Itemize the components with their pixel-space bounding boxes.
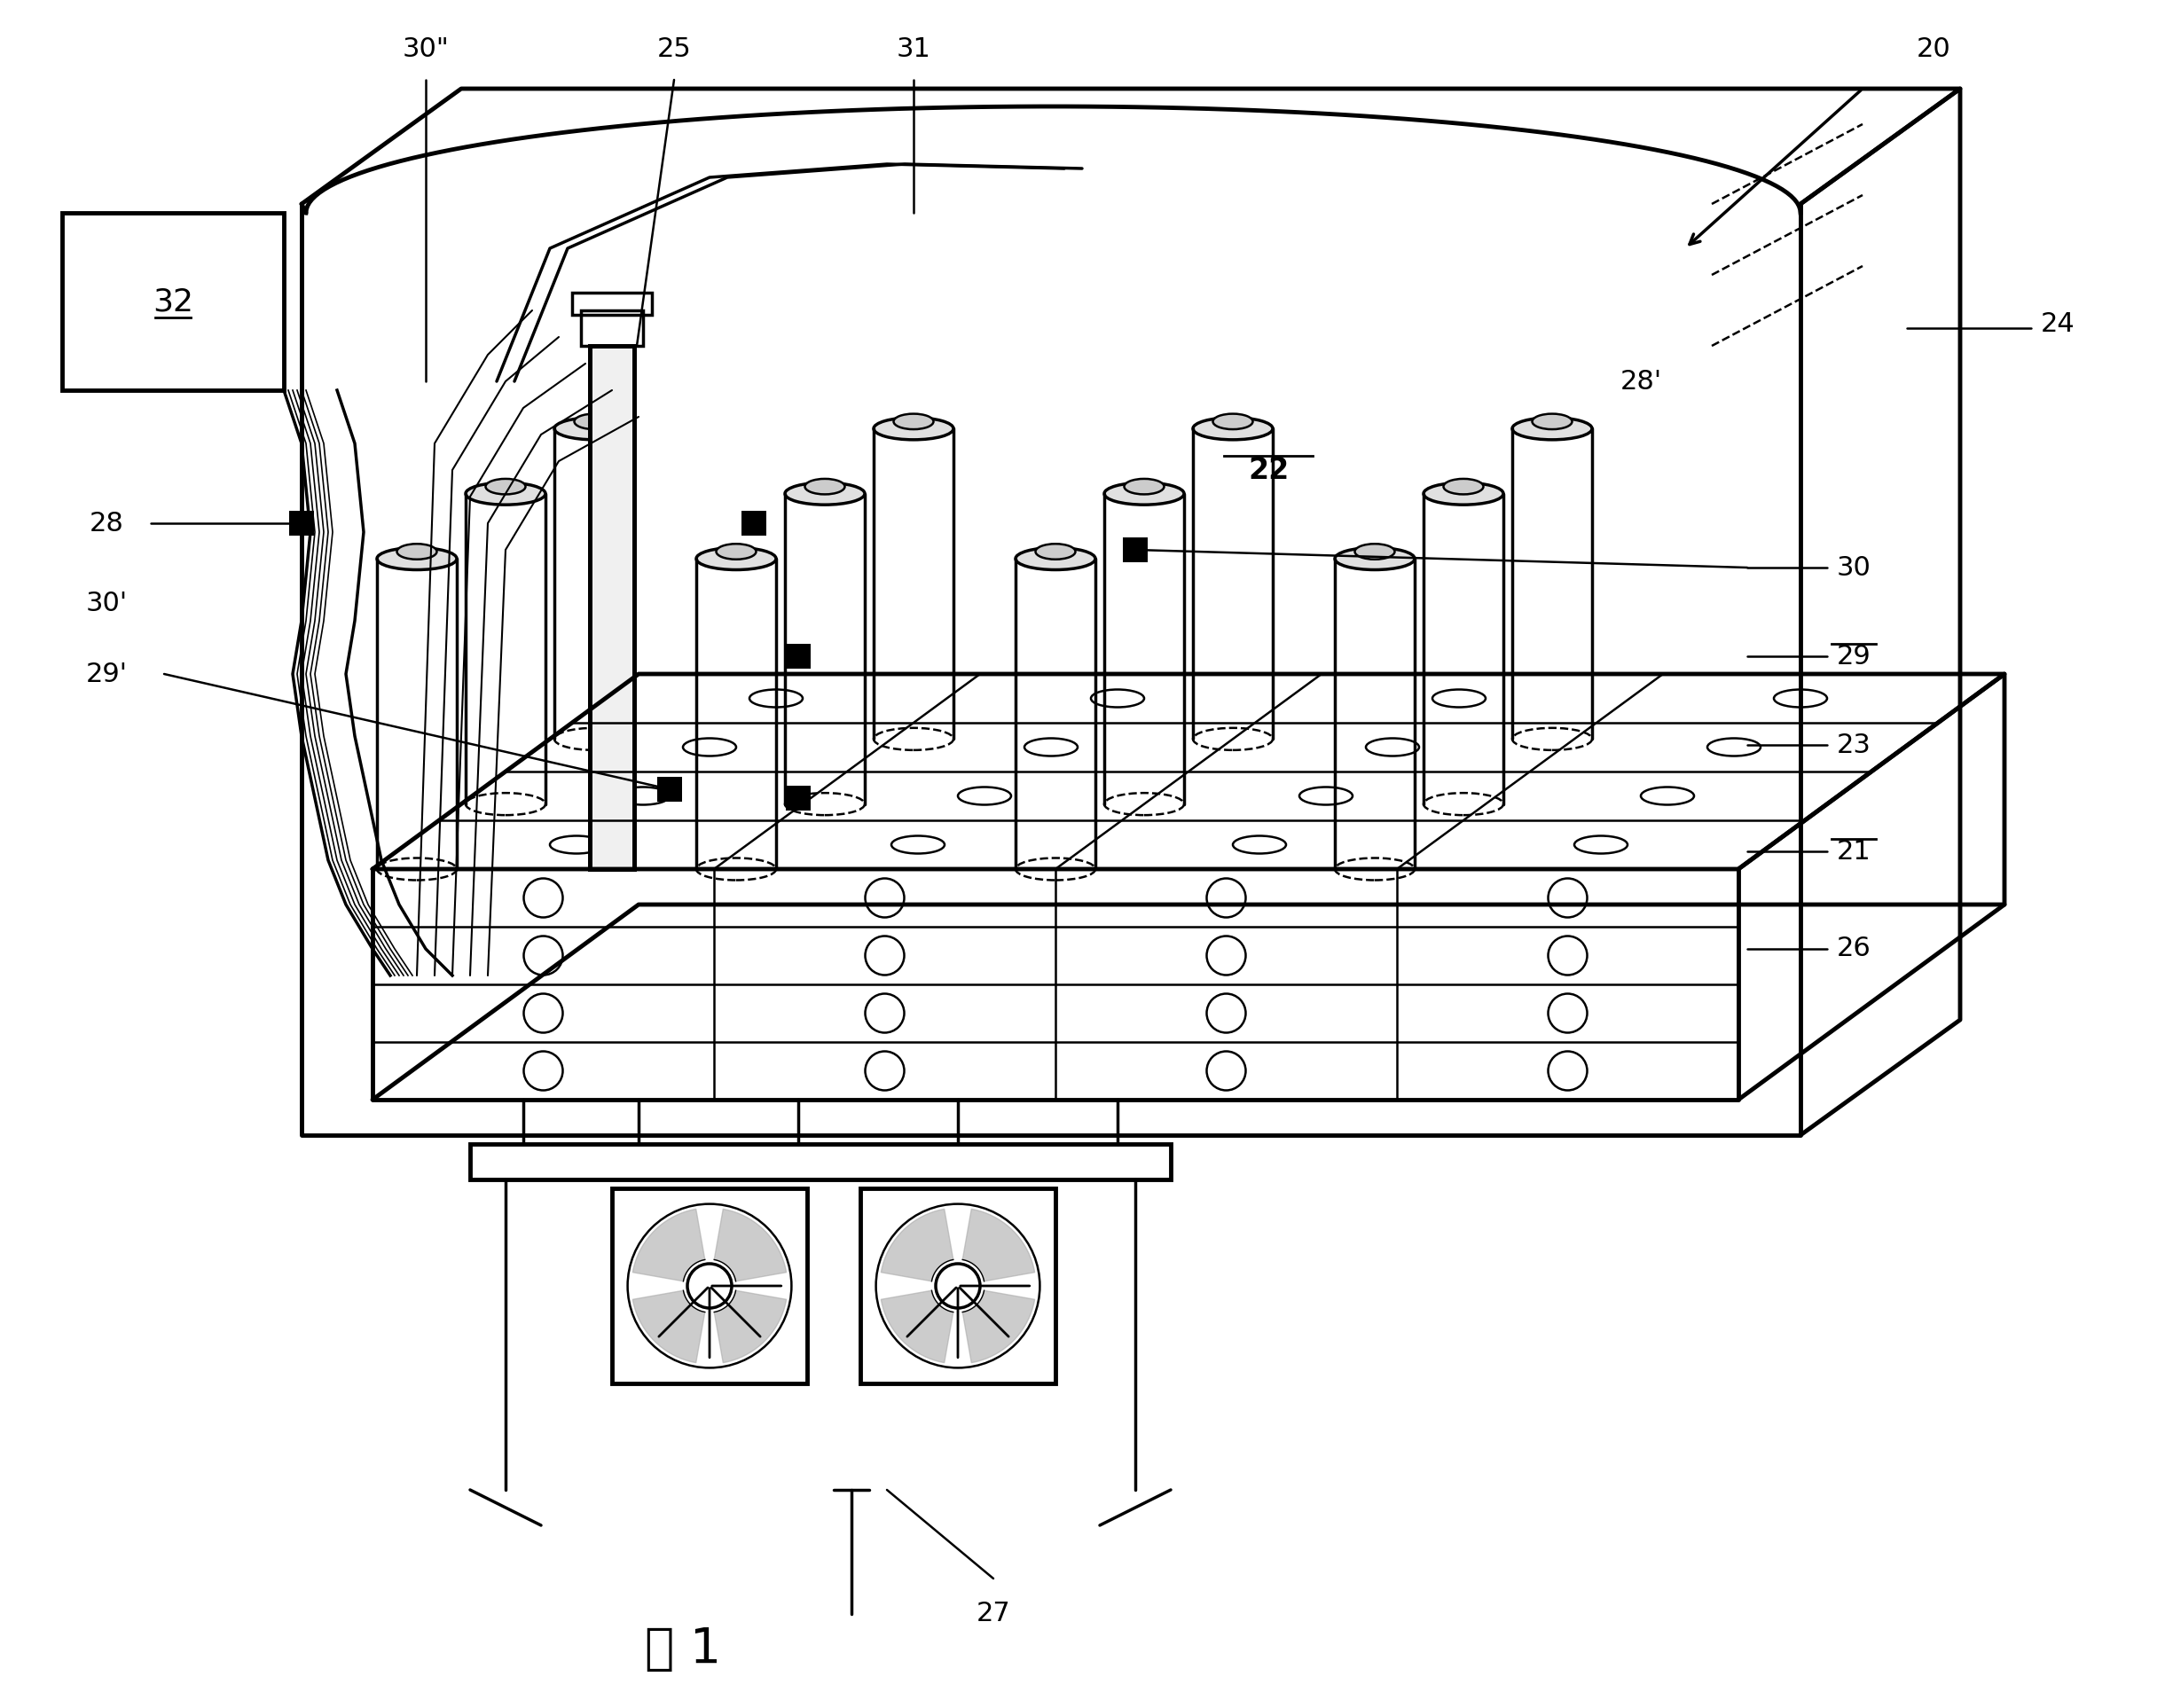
Bar <box>63 214 284 389</box>
Ellipse shape <box>1212 413 1254 429</box>
Circle shape <box>686 1264 732 1308</box>
Ellipse shape <box>697 548 775 570</box>
Bar <box>613 1189 808 1383</box>
Polygon shape <box>632 1291 706 1363</box>
Text: 29: 29 <box>1836 644 1871 670</box>
Polygon shape <box>881 1291 953 1363</box>
Text: 32: 32 <box>152 287 193 316</box>
Circle shape <box>935 1264 981 1308</box>
Bar <box>608 635 634 659</box>
Text: 29': 29' <box>87 661 128 687</box>
Text: 28: 28 <box>89 511 123 536</box>
Ellipse shape <box>1193 417 1273 439</box>
Polygon shape <box>714 1209 786 1281</box>
Ellipse shape <box>465 483 546 506</box>
Text: 31: 31 <box>896 36 931 61</box>
Text: 25: 25 <box>656 36 691 61</box>
Ellipse shape <box>1015 548 1095 570</box>
Ellipse shape <box>805 478 844 494</box>
Polygon shape <box>963 1209 1035 1281</box>
Ellipse shape <box>875 417 953 439</box>
Ellipse shape <box>717 543 756 559</box>
Bar <box>290 511 314 536</box>
Bar <box>589 345 634 869</box>
Ellipse shape <box>1533 413 1572 429</box>
Text: 20: 20 <box>1916 36 1951 61</box>
Bar <box>580 311 643 345</box>
Ellipse shape <box>894 413 933 429</box>
Ellipse shape <box>1511 417 1591 439</box>
Polygon shape <box>881 1209 953 1281</box>
Bar <box>1124 538 1147 562</box>
Text: 22: 22 <box>1247 456 1288 485</box>
Bar <box>470 1144 1171 1180</box>
Ellipse shape <box>1425 483 1503 506</box>
Ellipse shape <box>1035 543 1076 559</box>
Polygon shape <box>963 1291 1035 1363</box>
Ellipse shape <box>786 483 864 506</box>
Bar <box>740 511 766 536</box>
Text: 27: 27 <box>976 1600 1011 1626</box>
Text: 28': 28' <box>1619 369 1663 395</box>
Ellipse shape <box>574 413 615 429</box>
Ellipse shape <box>1336 548 1414 570</box>
Polygon shape <box>632 1209 706 1281</box>
Bar <box>658 777 682 801</box>
Text: 21: 21 <box>1836 839 1871 864</box>
Bar <box>589 345 634 869</box>
Bar <box>786 644 810 668</box>
Bar <box>860 1189 1057 1383</box>
Text: 24: 24 <box>2039 311 2074 336</box>
Text: 30": 30" <box>403 36 448 61</box>
Bar <box>572 292 652 314</box>
Ellipse shape <box>377 548 457 570</box>
Ellipse shape <box>396 543 437 559</box>
Ellipse shape <box>554 417 634 439</box>
Text: 23: 23 <box>1836 733 1871 758</box>
Text: 30': 30' <box>87 591 128 617</box>
Bar <box>786 786 810 811</box>
Ellipse shape <box>1124 478 1165 494</box>
Ellipse shape <box>1104 483 1184 506</box>
Ellipse shape <box>485 478 526 494</box>
Ellipse shape <box>1444 478 1483 494</box>
Text: 30: 30 <box>1836 555 1871 581</box>
Polygon shape <box>714 1291 786 1363</box>
Text: 26: 26 <box>1836 936 1871 962</box>
Ellipse shape <box>1355 543 1394 559</box>
Text: 图 1: 图 1 <box>645 1626 721 1674</box>
